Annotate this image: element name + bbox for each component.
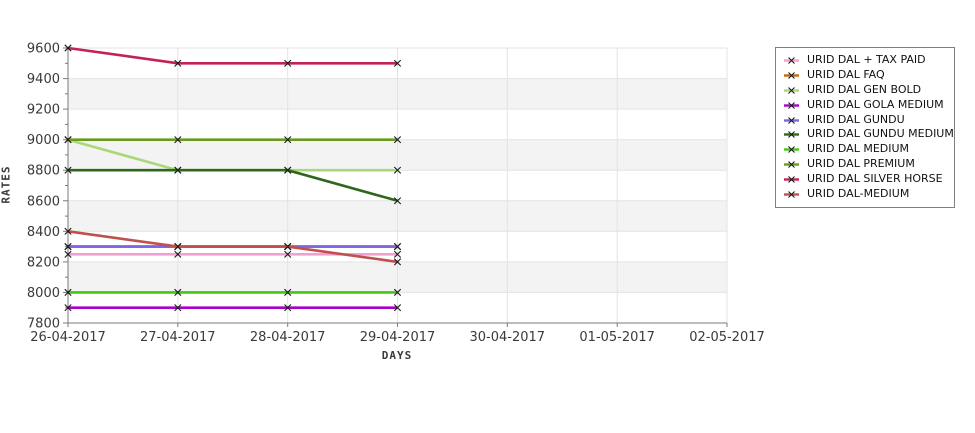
data-point-marker <box>284 136 292 144</box>
data-point-marker <box>64 227 72 235</box>
x-axis-title: DAYS <box>381 349 413 362</box>
series-urid-dal-gundu-medium <box>64 166 402 205</box>
legend-series-marker-icon <box>784 71 799 79</box>
data-point-marker <box>64 304 72 312</box>
legend-label: URID DAL GUNDU MEDIUM <box>807 127 954 141</box>
svg-text:8600: 8600 <box>27 194 60 209</box>
chart-legend: URID DAL + TAX PAID URID DAL FAQ URID DAL … <box>775 47 955 208</box>
legend-item: URID DAL PREMIUM <box>783 157 948 172</box>
legend-label: URID DAL-MEDIUM <box>807 187 910 201</box>
data-point-marker <box>174 243 182 251</box>
svg-text:8400: 8400 <box>27 225 60 240</box>
data-point-marker <box>174 136 182 144</box>
svg-text:26-04-2017: 26-04-2017 <box>30 330 106 345</box>
data-point-marker <box>393 243 402 251</box>
y-tick-labels: 7800 8000 8200 8400 8600 8800 9000 9200 9400 9600 <box>27 42 60 332</box>
legend-label: URID DAL FAQ <box>807 67 885 81</box>
data-point-marker <box>64 288 72 296</box>
legend-series-marker-icon <box>784 146 799 154</box>
x-tick-labels: 26-04-2017 27-04-2017 28-04-2017 29-04-2017… <box>30 330 765 345</box>
legend-item: URID DAL-MEDIUM <box>783 187 948 202</box>
svg-text:27-04-2017: 27-04-2017 <box>140 330 216 345</box>
legend-label: URID DAL GEN BOLD <box>807 82 922 96</box>
data-point-marker <box>64 243 72 251</box>
legend-series-marker-icon <box>784 57 799 64</box>
legend-label: URID DAL PREMIUM <box>807 157 915 171</box>
legend-series-marker-icon <box>784 161 799 169</box>
svg-text:01-05-2017: 01-05-2017 <box>579 330 655 345</box>
legend-item: URID DAL FAQ <box>783 68 948 83</box>
data-point-marker <box>393 197 402 205</box>
legend-label: URID DAL GUNDU <box>807 112 905 126</box>
series-urid-dal-premium <box>64 136 402 144</box>
legend-series-marker-icon <box>784 131 799 139</box>
y-axis-title: RATES <box>0 165 13 204</box>
svg-text:8000: 8000 <box>27 286 60 301</box>
data-point-marker <box>393 288 402 296</box>
data-point-marker <box>174 59 182 67</box>
data-point-marker <box>284 166 292 174</box>
legend-series-marker-icon <box>784 101 799 109</box>
data-point-marker <box>284 243 292 251</box>
svg-text:29-04-2017: 29-04-2017 <box>360 330 436 345</box>
svg-text:30-04-2017: 30-04-2017 <box>470 330 546 345</box>
svg-text:9200: 9200 <box>27 103 60 118</box>
svg-text:8800: 8800 <box>27 164 60 179</box>
legend-label: URID DAL GOLA MEDIUM <box>807 97 944 111</box>
data-point-marker <box>393 166 402 174</box>
legend-item: URID DAL + TAX PAID <box>783 53 948 68</box>
data-point-marker <box>174 166 182 174</box>
legend-series-marker-icon <box>784 116 799 124</box>
data-point-marker <box>284 250 292 258</box>
svg-text:9400: 9400 <box>27 72 60 87</box>
legend-item: URID DAL GOLA MEDIUM <box>783 98 948 113</box>
data-point-marker <box>64 136 72 144</box>
svg-text:9600: 9600 <box>27 42 60 57</box>
data-point-marker <box>393 59 402 67</box>
data-point-marker <box>284 59 292 67</box>
data-point-marker <box>64 44 72 52</box>
series-urid-dal-gola-medium <box>64 304 402 312</box>
svg-text:02-05-2017: 02-05-2017 <box>689 330 765 345</box>
legend-label: URID DAL SILVER HORSE <box>807 172 943 186</box>
svg-text:9000: 9000 <box>27 133 60 148</box>
axes <box>63 47 728 327</box>
data-point-marker <box>64 166 72 174</box>
series-urid-dal-medium <box>64 288 402 296</box>
data-point-marker <box>174 304 182 312</box>
data-point-marker <box>393 136 402 144</box>
legend-item: URID DAL GUNDU MEDIUM <box>783 127 954 142</box>
data-point-marker <box>64 250 72 258</box>
data-point-marker <box>174 288 182 296</box>
series-urid-dal-medium <box>64 227 402 266</box>
data-point-marker <box>284 304 292 312</box>
svg-text:8200: 8200 <box>27 255 60 270</box>
legend-item: URID DAL GEN BOLD <box>783 83 948 98</box>
data-point-marker <box>393 258 402 266</box>
legend-series-marker-icon <box>784 191 799 198</box>
data-point-marker <box>393 304 402 312</box>
data-point-marker <box>393 250 402 258</box>
legend-item: URID DAL SILVER HORSE <box>783 172 948 187</box>
legend-label: URID DAL MEDIUM <box>807 142 910 156</box>
svg-text:7800: 7800 <box>27 317 60 332</box>
legend-label: URID DAL + TAX PAID <box>807 53 926 66</box>
svg-text:28-04-2017: 28-04-2017 <box>250 330 326 345</box>
legend-series-marker-icon <box>784 176 799 183</box>
legend-item: URID DAL GUNDU <box>783 113 948 128</box>
series-urid-dal-silver-horse <box>64 44 402 67</box>
legend-item: URID DAL MEDIUM <box>783 142 948 157</box>
data-point-marker <box>284 288 292 296</box>
legend-series-marker-icon <box>784 86 799 94</box>
data-point-marker <box>174 250 182 258</box>
